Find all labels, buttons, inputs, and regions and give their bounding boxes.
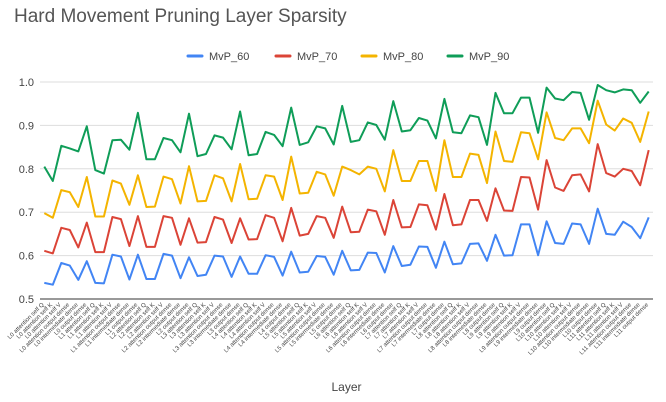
y-tick-label: 0.7 <box>19 207 34 219</box>
y-tick-label: 0.6 <box>19 251 34 263</box>
series-line-mvp-90 <box>43 84 650 182</box>
series-line-mvp-70 <box>44 143 650 255</box>
y-tick-label: 0.9 <box>19 120 34 132</box>
legend-label: MvP_90 <box>469 51 509 63</box>
legend-item-mvp-80[interactable]: MvP_80 <box>360 51 423 63</box>
y-tick-label: 1.0 <box>19 77 34 89</box>
legend-item-mvp-70[interactable]: MvP_70 <box>274 51 337 63</box>
legend-item-mvp-60[interactable]: MvP_60 <box>186 51 249 63</box>
legend: MvP_60 MvP_70 MvP_80 MvP_90 <box>186 51 509 63</box>
legend-label: MvP_70 <box>297 51 337 63</box>
series-lines <box>43 84 650 286</box>
series-line-mvp-80 <box>43 99 650 219</box>
y-tick-label: 0.8 <box>19 164 34 176</box>
legend-item-mvp-90[interactable]: MvP_90 <box>446 51 509 63</box>
x-axis-title: Layer <box>331 380 361 394</box>
y-axis-ticks: 0.5 0.6 0.7 0.8 0.9 1.0 <box>19 77 34 306</box>
legend-label: MvP_60 <box>209 51 249 63</box>
chart-title: Hard Movement Pruning Layer Sparsity <box>14 6 347 27</box>
y-tick-label: 0.5 <box>19 294 34 306</box>
x-axis-ticks: L0 attention self QL0 attention self KL0… <box>7 302 651 357</box>
series-line-mvp-60 <box>44 207 650 286</box>
legend-label: MvP_80 <box>383 51 423 63</box>
